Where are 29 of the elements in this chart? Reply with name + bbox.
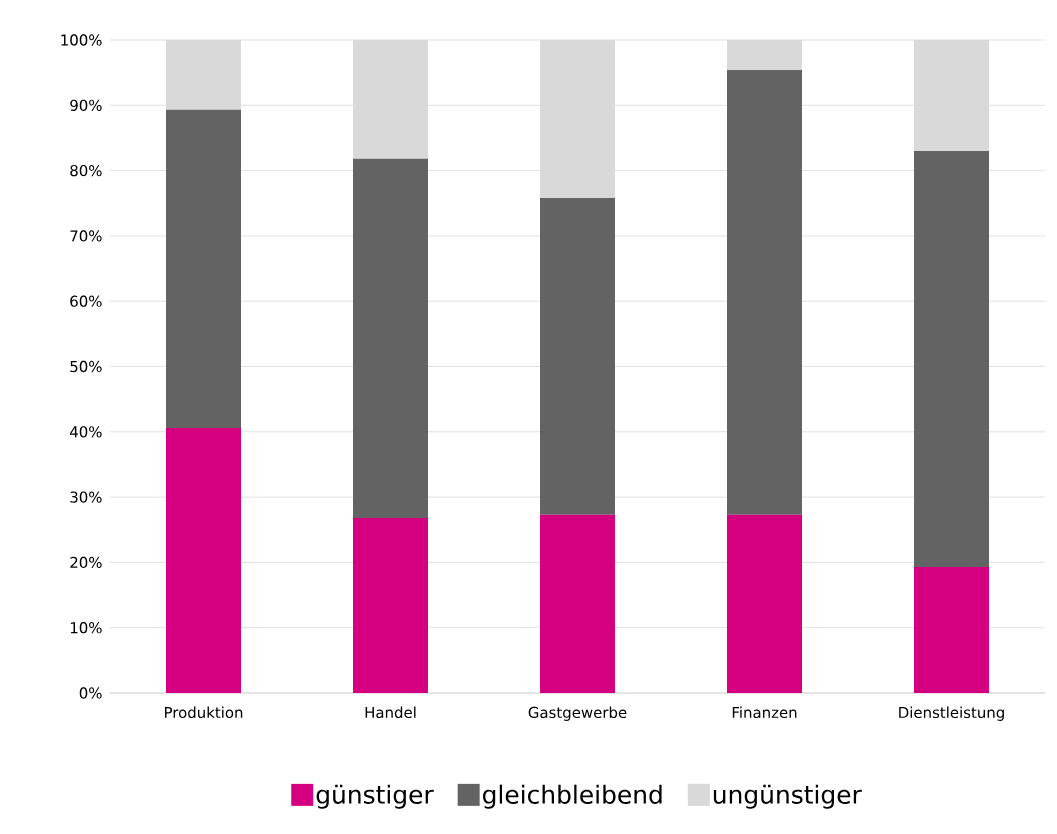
x-tick-label: Produktion: [165, 706, 243, 719]
bar: [727, 70, 802, 515]
y-tick-label: 100%: [61, 34, 102, 46]
bar: [914, 151, 989, 567]
bar: [914, 566, 989, 693]
legend-label: gleichbleibend: [483, 784, 662, 809]
x-tick-label: Gastgewerbe: [528, 706, 627, 721]
bar: [353, 517, 428, 693]
y-tick-label: 20%: [70, 556, 102, 569]
y-tick-label: 30%: [70, 491, 102, 503]
y-tick-label: 40%: [70, 426, 102, 438]
bar: [540, 198, 615, 515]
x-tick-label: Handel: [365, 706, 416, 719]
y-tick-label: 50%: [70, 360, 102, 373]
bar: [166, 427, 241, 693]
legend-label: ungünstiger: [713, 784, 862, 809]
y-tick-label: 90%: [70, 99, 102, 111]
y-tick-label: 60%: [70, 295, 102, 307]
y-tick-label: 70%: [70, 230, 102, 242]
bar: [166, 109, 241, 428]
bar: [727, 514, 802, 693]
bar: [353, 158, 428, 518]
legend-label: günstiger: [316, 784, 434, 809]
bar: [540, 514, 615, 693]
y-tick-label: 10%: [70, 622, 102, 634]
x-tick-label: Dienstleistung: [899, 706, 1004, 721]
x-tick-label: Finanzen: [732, 706, 797, 719]
y-tick-label: 80%: [70, 164, 102, 177]
y-tick-label: 0%: [79, 687, 102, 699]
